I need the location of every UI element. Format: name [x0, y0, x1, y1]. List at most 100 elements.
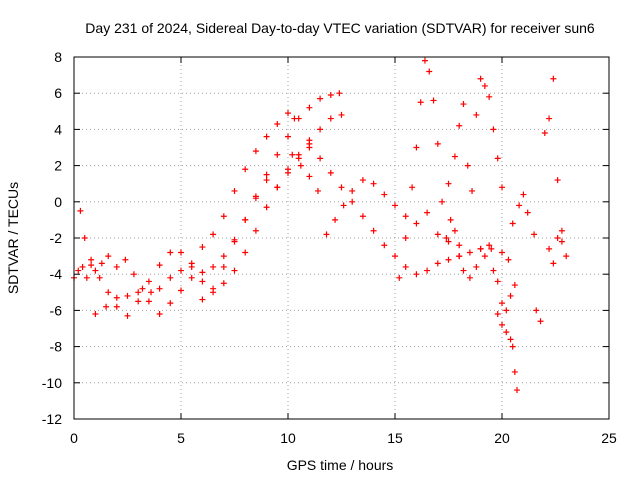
data-point: [289, 151, 296, 158]
data-point: [370, 227, 377, 234]
data-point: [338, 184, 345, 191]
grid-lines: [74, 57, 609, 419]
data-point: [533, 307, 540, 314]
data-point: [443, 235, 450, 241]
data-point: [396, 274, 403, 281]
data-point: [481, 82, 488, 89]
data-point: [499, 321, 505, 328]
data-point: [447, 216, 454, 223]
x-tick-label: 25: [601, 430, 617, 446]
data-point: [494, 155, 501, 162]
data-point: [83, 274, 90, 281]
data-point: [295, 115, 302, 122]
series-track-k: [509, 191, 538, 238]
data-point: [332, 216, 339, 223]
data-point: [199, 244, 206, 251]
data-point: [507, 336, 514, 343]
x-tick-labels: 0 5 10 15 20 25: [70, 430, 617, 446]
data-point: [477, 245, 484, 252]
data-point: [263, 133, 270, 140]
data-point: [424, 209, 431, 216]
data-point: [285, 133, 291, 140]
data-point: [231, 238, 238, 245]
data-point: [541, 130, 548, 137]
data-point: [490, 267, 497, 274]
data-point: [402, 213, 409, 220]
data-point: [451, 227, 458, 234]
data-point: [220, 213, 227, 220]
data-point: [558, 238, 565, 245]
data-point: [327, 115, 334, 122]
series-track-a: [71, 110, 298, 296]
data-point: [417, 99, 424, 106]
data-point: [392, 202, 398, 209]
data-point: [130, 271, 137, 278]
data-point: [285, 110, 291, 117]
data-point: [499, 184, 505, 191]
data-point: [509, 220, 516, 227]
series-track-i: [445, 180, 518, 314]
data-point: [413, 220, 420, 227]
y-tick-label: 0: [54, 194, 62, 210]
data-point: [167, 274, 174, 281]
data-point: [537, 318, 544, 325]
data-point: [456, 242, 463, 249]
x-tick-label: 15: [387, 430, 403, 446]
x-axis-label: GPS time / hours: [287, 457, 394, 473]
y-tick-label: -12: [42, 411, 62, 427]
data-point: [274, 120, 281, 127]
data-point: [317, 95, 324, 102]
data-point: [445, 238, 452, 245]
data-point: [113, 303, 120, 310]
data-point: [554, 235, 561, 241]
data-point: [188, 274, 195, 281]
data-point: [340, 202, 347, 209]
data-point: [210, 231, 217, 238]
data-point: [402, 235, 409, 241]
data-point: [511, 368, 518, 375]
data-point: [499, 249, 505, 256]
data-point: [220, 253, 227, 260]
data-point: [499, 300, 505, 307]
data-point: [92, 311, 99, 318]
data-point: [199, 296, 206, 303]
y-tick-label: 6: [54, 85, 62, 101]
data-point: [409, 184, 416, 191]
data-point: [546, 115, 553, 122]
data-point: [426, 68, 433, 75]
data-point: [488, 245, 495, 252]
data-point: [252, 227, 259, 234]
data-point: [327, 92, 334, 99]
series-track-g: [289, 151, 321, 194]
data-point: [135, 298, 142, 305]
data-point: [520, 191, 527, 198]
data-point: [503, 307, 510, 314]
series-track-b: [77, 111, 345, 319]
data-point: [516, 202, 523, 209]
data-point: [156, 285, 163, 292]
data-point: [464, 162, 471, 169]
data-point: [135, 289, 142, 296]
data-point: [466, 274, 473, 281]
data-point: [92, 267, 99, 274]
data-point: [306, 173, 313, 180]
axis-ticks: [73, 56, 610, 420]
data-point: [105, 253, 112, 260]
data-point: [477, 75, 484, 82]
data-point: [242, 166, 249, 173]
data-point: [96, 274, 103, 281]
y-tick-labels: -12 -10 -8 -6 -4 -2 0 2 4 6 8: [42, 49, 62, 427]
data-point: [231, 267, 238, 274]
data-point: [295, 155, 302, 162]
data-point: [456, 122, 463, 129]
data-point: [460, 267, 467, 274]
data-point: [263, 204, 270, 211]
data-point: [148, 289, 155, 296]
data-point: [439, 198, 446, 205]
y-tick-label: -10: [42, 375, 62, 391]
data-point: [546, 245, 553, 252]
data-point: [473, 111, 480, 118]
data-point: [473, 263, 480, 270]
data-point: [252, 195, 259, 202]
